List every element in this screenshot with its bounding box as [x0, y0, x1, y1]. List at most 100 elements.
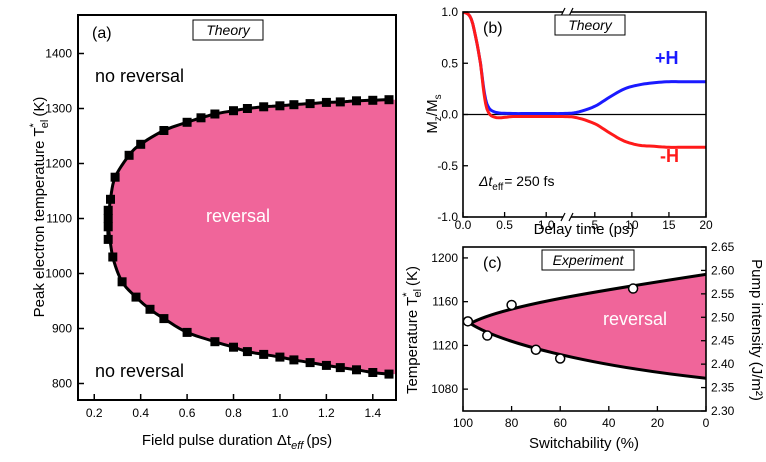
panel-b-xlabel: Delay time (ps) — [534, 221, 635, 238]
panel-b-ylabel: Mz/Ms — [424, 94, 444, 133]
x-tick-label: 20 — [651, 416, 665, 430]
x-tick-label: 100 — [453, 416, 473, 430]
y-tick-label: 900 — [52, 322, 72, 336]
reversal-region — [107, 99, 396, 375]
data-point — [530, 344, 542, 356]
panel-a: 0.2 0.4 0.6 0.8 1.0 1.2 1.4 800 900 1000 1100 1200 1… — [28, 14, 397, 452]
boundary-marker — [106, 194, 115, 204]
boundary-marker — [159, 126, 169, 135]
y-tick-label: 1080 — [431, 382, 458, 396]
legend-minus-h: -H — [660, 146, 679, 166]
boundary-marker — [335, 97, 345, 107]
boundary-marker — [352, 365, 361, 375]
y-tick-label: 0.0 — [441, 108, 458, 122]
upper-boundary-line — [469, 272, 706, 325]
boundary-marker — [229, 106, 238, 116]
x-tick-label: 80 — [505, 416, 519, 430]
boundary-marker — [103, 234, 113, 244]
boundary-marker — [145, 304, 155, 314]
boundary-marker — [229, 342, 238, 352]
y-tick-label: 1120 — [432, 338, 458, 352]
boundary-marker — [305, 358, 315, 368]
panel-a-label: (a) — [92, 25, 112, 42]
y-tick-label: 1.0 — [441, 5, 458, 19]
boundary-marker — [368, 95, 378, 105]
boundary-marker — [196, 113, 206, 123]
y2-tick-label: 2.40 — [711, 357, 735, 371]
panel-c-label: (c) — [483, 255, 502, 272]
y-tick-label: 0.5 — [441, 56, 458, 70]
boundary-marker — [182, 117, 192, 127]
boundary-marker — [384, 95, 394, 105]
x-tick-label: 0 — [703, 416, 710, 430]
boundary-marker — [117, 277, 127, 287]
boundary-marker — [108, 252, 118, 262]
x-tick-label: 1.2 — [318, 406, 335, 420]
y2-tick-label: 2.35 — [711, 381, 735, 395]
boundary-marker — [259, 349, 269, 359]
boundary-marker — [305, 99, 315, 109]
y2-tick-label: 2.60 — [711, 263, 735, 277]
boundary-marker — [242, 104, 252, 113]
panel-c-frame — [462, 246, 707, 412]
axis-break-mark — [560, 212, 566, 222]
boundary-marker — [242, 347, 252, 357]
annotation-no-reversal-bottom: no reversal — [95, 361, 184, 381]
y-tick-label: -0.5 — [437, 159, 458, 173]
boundary-marker — [110, 172, 120, 182]
boundary-marker — [131, 292, 141, 302]
boundary-marker — [321, 97, 331, 107]
boundary-marker — [124, 150, 134, 160]
data-point — [462, 316, 474, 327]
boundary-marker — [210, 337, 220, 347]
panel-a-xlabel: Field pulse duration Δteff (ps) — [142, 432, 332, 452]
y-tick-label: -1.0 — [437, 210, 458, 224]
y-tick-label: 1100 — [46, 212, 72, 226]
panel-a-frame — [77, 14, 397, 401]
boundary-marker — [384, 369, 394, 379]
boundary-marker — [159, 314, 169, 324]
annotation-reversal: reversal — [206, 206, 270, 226]
panel-c-xlabel: Switchability (%) — [529, 435, 639, 452]
panel-b: 0.0 0.5 1.0 5 10 15 20 1.0 0.5 0.0 -0.5 -1.0 (b) Th… — [424, 5, 713, 238]
axis-break-gap — [563, 9, 571, 15]
boundary-marker — [352, 96, 361, 106]
y-tick-label: 1160 — [432, 295, 458, 309]
boundary-marker — [103, 214, 113, 223]
y2-tick-label: 2.65 — [711, 240, 735, 254]
y2-tick-label: 2.50 — [711, 310, 735, 324]
panel-c-annotation: reversal — [603, 309, 667, 329]
boundary-marker — [275, 101, 285, 111]
legend-plus-h: +H — [655, 48, 679, 68]
boundary-marker — [259, 102, 269, 112]
x-tick-label: 1.0 — [272, 406, 289, 420]
boundary-marker — [289, 100, 299, 110]
panel-c: 100 80 60 40 20 0 1080 1120 1160 1200 2.30 2.35 2.40… — [401, 240, 765, 452]
panel-b-label: (b) — [483, 20, 503, 37]
boundary-marker — [321, 360, 331, 370]
panel-b-annotation: Δteff= 250 fs — [478, 173, 554, 193]
x-tick-label: 10 — [625, 218, 639, 232]
x-tick-label: 0.0 — [455, 218, 472, 232]
x-tick-label: 0.4 — [132, 406, 149, 420]
x-tick-label: 15 — [662, 218, 676, 232]
boundary-marker — [136, 139, 146, 149]
panel-b-tag: Theory — [568, 17, 613, 33]
y-tick-label: 1200 — [45, 157, 72, 171]
data-point — [627, 283, 639, 294]
x-tick-label: 0.6 — [179, 406, 196, 420]
y-tick-label: 1300 — [45, 102, 72, 116]
boundary-marker — [335, 363, 345, 373]
data-point — [554, 353, 566, 364]
reversal-region — [470, 274, 706, 379]
boundary-marker — [103, 222, 113, 232]
y-tick-label: 800 — [52, 377, 72, 391]
x-tick-label: 20 — [699, 218, 713, 232]
panel-c-tag: Experiment — [553, 252, 625, 268]
boundary-marker — [368, 368, 378, 377]
axis-break-gap — [563, 214, 571, 220]
x-tick-label: 40 — [602, 416, 616, 430]
x-tick-label: 0.5 — [496, 218, 513, 232]
y-tick-label: 1400 — [45, 47, 72, 61]
